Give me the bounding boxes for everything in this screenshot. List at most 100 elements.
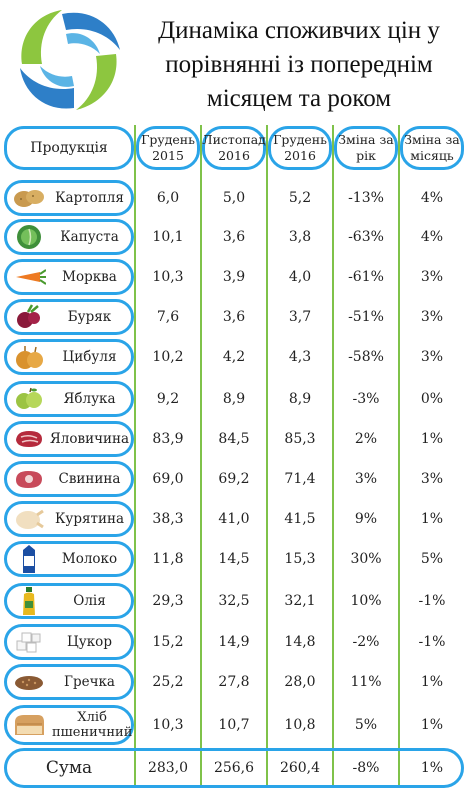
value-change-year: 11%	[350, 674, 382, 690]
logo-icon	[20, 10, 120, 110]
value-dec2015: 38,3	[152, 511, 184, 527]
product-pill	[4, 259, 134, 295]
product-cell: Курятина	[8, 501, 133, 537]
buckwheat-icon	[12, 667, 46, 697]
value-nov2016: 3,9	[222, 269, 246, 285]
milk-icon	[12, 544, 46, 574]
value-dec2016: 3,8	[288, 229, 312, 245]
product-cell: Цибуля	[8, 339, 133, 375]
value-dec2016: 85,3	[284, 431, 316, 447]
bread-icon	[12, 710, 46, 740]
product-pill	[4, 705, 134, 745]
product-cell: Цукор	[8, 624, 133, 660]
beet-icon	[12, 302, 46, 332]
value-dec2016: 41,5	[284, 511, 316, 527]
total-change-year: -8%	[352, 760, 380, 776]
pork-icon	[12, 464, 46, 494]
value-dec2015: 69,0	[152, 471, 184, 487]
value-change-month: 4%	[420, 229, 444, 245]
header-nov2016-pill	[202, 126, 266, 170]
value-change-year: -58%	[348, 349, 384, 365]
product-cell: Картопля	[8, 180, 133, 216]
value-dec2015: 10,3	[152, 269, 184, 285]
value-dec2016: 14,8	[284, 634, 316, 650]
onion-icon	[12, 342, 46, 372]
product-name: Яблука	[63, 391, 116, 407]
value-dec2016: 4,3	[288, 349, 312, 365]
value-nov2016: 69,2	[218, 471, 250, 487]
column-header-dec2015: Грудень 2015	[141, 132, 195, 163]
value-dec2015: 6,0	[156, 190, 180, 206]
value-change-year: 3%	[354, 471, 378, 487]
product-name: Морква	[62, 269, 117, 285]
potato-icon	[12, 183, 46, 213]
value-dec2015: 15,2	[152, 634, 184, 650]
value-change-month: 5%	[420, 551, 444, 567]
beef-icon	[12, 424, 46, 454]
value-change-year: 10%	[350, 593, 382, 609]
value-change-year: -2%	[352, 634, 380, 650]
product-cell: Молоко	[8, 541, 133, 577]
product-cell: Олія	[8, 583, 133, 619]
product-name: Свинина	[58, 471, 121, 487]
product-name: Буряк	[67, 309, 112, 325]
total-change-month: 1%	[420, 760, 444, 776]
value-dec2016: 4,0	[288, 269, 312, 285]
product-pill	[4, 299, 134, 335]
value-change-month: 3%	[420, 309, 444, 325]
value-nov2016: 32,5	[218, 593, 250, 609]
header-change-year-pill	[334, 126, 398, 170]
sugar-icon	[12, 627, 46, 657]
value-nov2016: 4,2	[222, 349, 246, 365]
value-change-year: 9%	[354, 511, 378, 527]
column-header-nov2016: Листопад 2016	[202, 132, 266, 163]
value-change-month: 3%	[420, 349, 444, 365]
product-cell: Яблука	[8, 381, 133, 417]
value-dec2016: 32,1	[284, 593, 316, 609]
oil-icon	[12, 586, 46, 616]
product-pill	[4, 501, 134, 537]
value-change-year: 30%	[350, 551, 382, 567]
product-cell: Буряк	[8, 299, 133, 335]
value-dec2016: 8,9	[288, 391, 312, 407]
value-change-month: -1%	[418, 593, 446, 609]
value-change-year: -63%	[348, 229, 384, 245]
product-cell: Свинина	[8, 461, 133, 497]
value-change-year: -13%	[348, 190, 384, 206]
product-pill	[4, 421, 134, 457]
column-header-change-year: Зміна за рік	[338, 132, 394, 163]
header-product-pill	[4, 126, 134, 170]
product-name: Олія	[73, 593, 106, 609]
product-pill	[4, 180, 134, 216]
total-label: Сума	[45, 758, 93, 778]
header-dec2016-pill	[268, 126, 332, 170]
value-dec2015: 29,3	[152, 593, 184, 609]
value-dec2015: 10,2	[152, 349, 184, 365]
header: Динаміка споживчих цін у порівнянні із п…	[0, 0, 471, 125]
product-pill	[4, 664, 134, 700]
apple-icon	[12, 384, 46, 414]
header-change-month-pill	[400, 126, 464, 170]
value-change-month: 3%	[420, 269, 444, 285]
product-name: Хліб пшеничний	[52, 710, 133, 740]
value-change-month: 1%	[420, 717, 444, 733]
value-dec2015: 11,8	[152, 551, 184, 567]
value-nov2016: 8,9	[222, 391, 246, 407]
value-dec2016: 15,3	[284, 551, 316, 567]
value-change-year: 5%	[354, 717, 378, 733]
value-nov2016: 5,0	[222, 190, 246, 206]
value-nov2016: 3,6	[222, 309, 246, 325]
value-change-month: -1%	[418, 634, 446, 650]
product-cell: Яловичина	[8, 421, 133, 457]
product-name: Картопля	[55, 190, 124, 206]
total-dec2016: 260,4	[279, 760, 321, 776]
cabbage-icon	[12, 222, 46, 252]
value-dec2016: 71,4	[284, 471, 316, 487]
value-change-year: -51%	[348, 309, 384, 325]
product-pill	[4, 461, 134, 497]
product-pill	[4, 219, 134, 255]
column-header-change-month: Зміна за місяць	[404, 132, 460, 163]
page-title: Динаміка споживчих цін у порівнянні із п…	[158, 17, 440, 112]
value-nov2016: 41,0	[218, 511, 250, 527]
product-pill	[4, 583, 134, 619]
